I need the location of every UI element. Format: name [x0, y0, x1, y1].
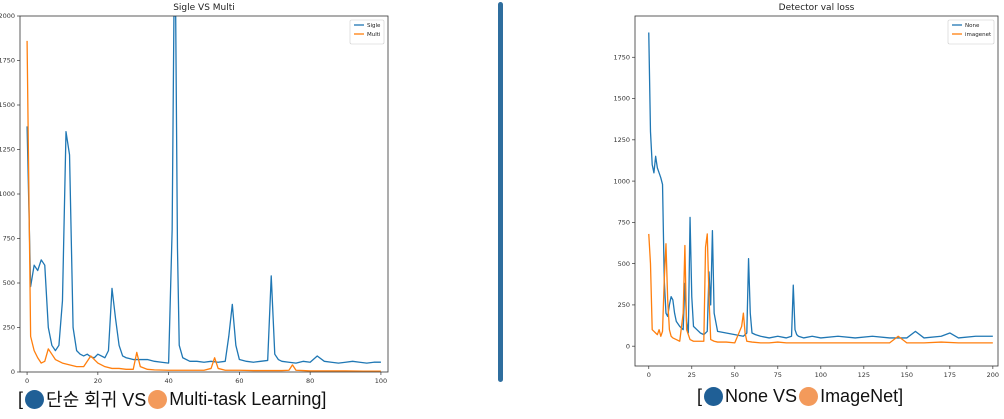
y-tick-label: 500 — [618, 260, 630, 268]
right-caption: [ None VS ImageNet ] — [697, 386, 903, 407]
y-tick-label: 1500 — [0, 101, 15, 109]
series-line-imagenet — [648, 233, 993, 344]
x-tick-label: 150 — [901, 371, 913, 379]
y-tick-label: 250 — [3, 324, 15, 332]
x-tick-label: 40 — [164, 377, 172, 385]
x-tick-label: 80 — [306, 377, 314, 385]
series-line-none — [648, 32, 993, 339]
y-tick-label: 1750 — [0, 57, 15, 65]
x-tick-label: 175 — [944, 371, 956, 379]
y-tick-label: 0 — [11, 368, 15, 376]
left-caption: [ 단순 회귀 VS Multi-task Learning ] — [18, 386, 326, 412]
legend-box — [349, 19, 385, 45]
y-tick-label: 1750 — [613, 53, 630, 61]
x-tick-label: 50 — [731, 371, 739, 379]
blue-dot-icon — [704, 387, 724, 406]
y-tick-label: 750 — [3, 235, 15, 243]
orange-dot-icon — [799, 387, 819, 406]
plot-frame — [19, 15, 389, 373]
y-tick-label: 500 — [3, 279, 15, 287]
y-tick-label: 1000 — [0, 190, 15, 198]
legend-label: Multi — [367, 32, 381, 38]
blue-dot-icon — [25, 389, 45, 409]
x-tick-label: 100 — [815, 371, 827, 379]
y-tick-label: 1250 — [613, 136, 630, 144]
chart-title: Detector val loss — [779, 3, 855, 13]
legend-label: imagenet — [965, 32, 992, 38]
right-caption-open-bracket: [ — [697, 386, 703, 406]
right-caption-text-2: ImageNet — [820, 386, 899, 406]
x-tick-label: 25 — [688, 371, 696, 379]
x-tick-label: 125 — [858, 371, 870, 379]
x-tick-label: 75 — [774, 371, 782, 379]
series-line-multi — [26, 40, 381, 372]
right-caption-close-bracket: ] — [898, 386, 904, 406]
vertical-divider — [498, 2, 503, 382]
x-tick-label: 100 — [375, 377, 387, 385]
legend-label: Sigle — [367, 23, 381, 29]
left-caption-open-bracket: [ — [18, 388, 24, 409]
left-caption-text-1: 단순 회귀 VS — [46, 390, 147, 410]
y-tick-label: 250 — [618, 301, 630, 309]
legend-label: None — [965, 23, 980, 29]
right-caption-text-1: None VS — [725, 386, 798, 406]
x-tick-label: 200 — [987, 371, 999, 379]
left-chart-panel: Sigle VS Multi 0 20 40 60 80 100 0 250 500 750 1000… — [0, 0, 400, 415]
y-tick-label: 0 — [626, 342, 630, 350]
series-line-sigle — [26, 16, 381, 364]
left-caption-close-bracket: ] — [321, 388, 327, 409]
x-tick-label: 0 — [25, 377, 29, 385]
y-tick-label: 1000 — [613, 177, 630, 185]
legend-box — [947, 19, 995, 45]
right-chart-panel: Detector val loss 0 25 50 75 100 125 150 175 200 0… — [600, 0, 1004, 415]
chart-title: Sigle VS Multi — [173, 3, 235, 13]
y-tick-label: 750 — [618, 219, 630, 227]
orange-dot-icon — [148, 389, 168, 409]
y-tick-label: 1250 — [0, 146, 15, 154]
y-tick-label: 1500 — [613, 95, 630, 103]
x-tick-label: 0 — [647, 371, 651, 379]
plot-frame — [634, 15, 999, 367]
left-caption-text-2: Multi-task Learning — [169, 388, 322, 409]
detector-val-loss-chart: Detector val loss 0 25 50 75 100 125 150 175 200 0… — [613, 3, 999, 379]
y-tick-label: 2000 — [0, 12, 15, 20]
x-tick-label: 20 — [94, 377, 102, 385]
x-tick-label: 60 — [235, 377, 243, 385]
